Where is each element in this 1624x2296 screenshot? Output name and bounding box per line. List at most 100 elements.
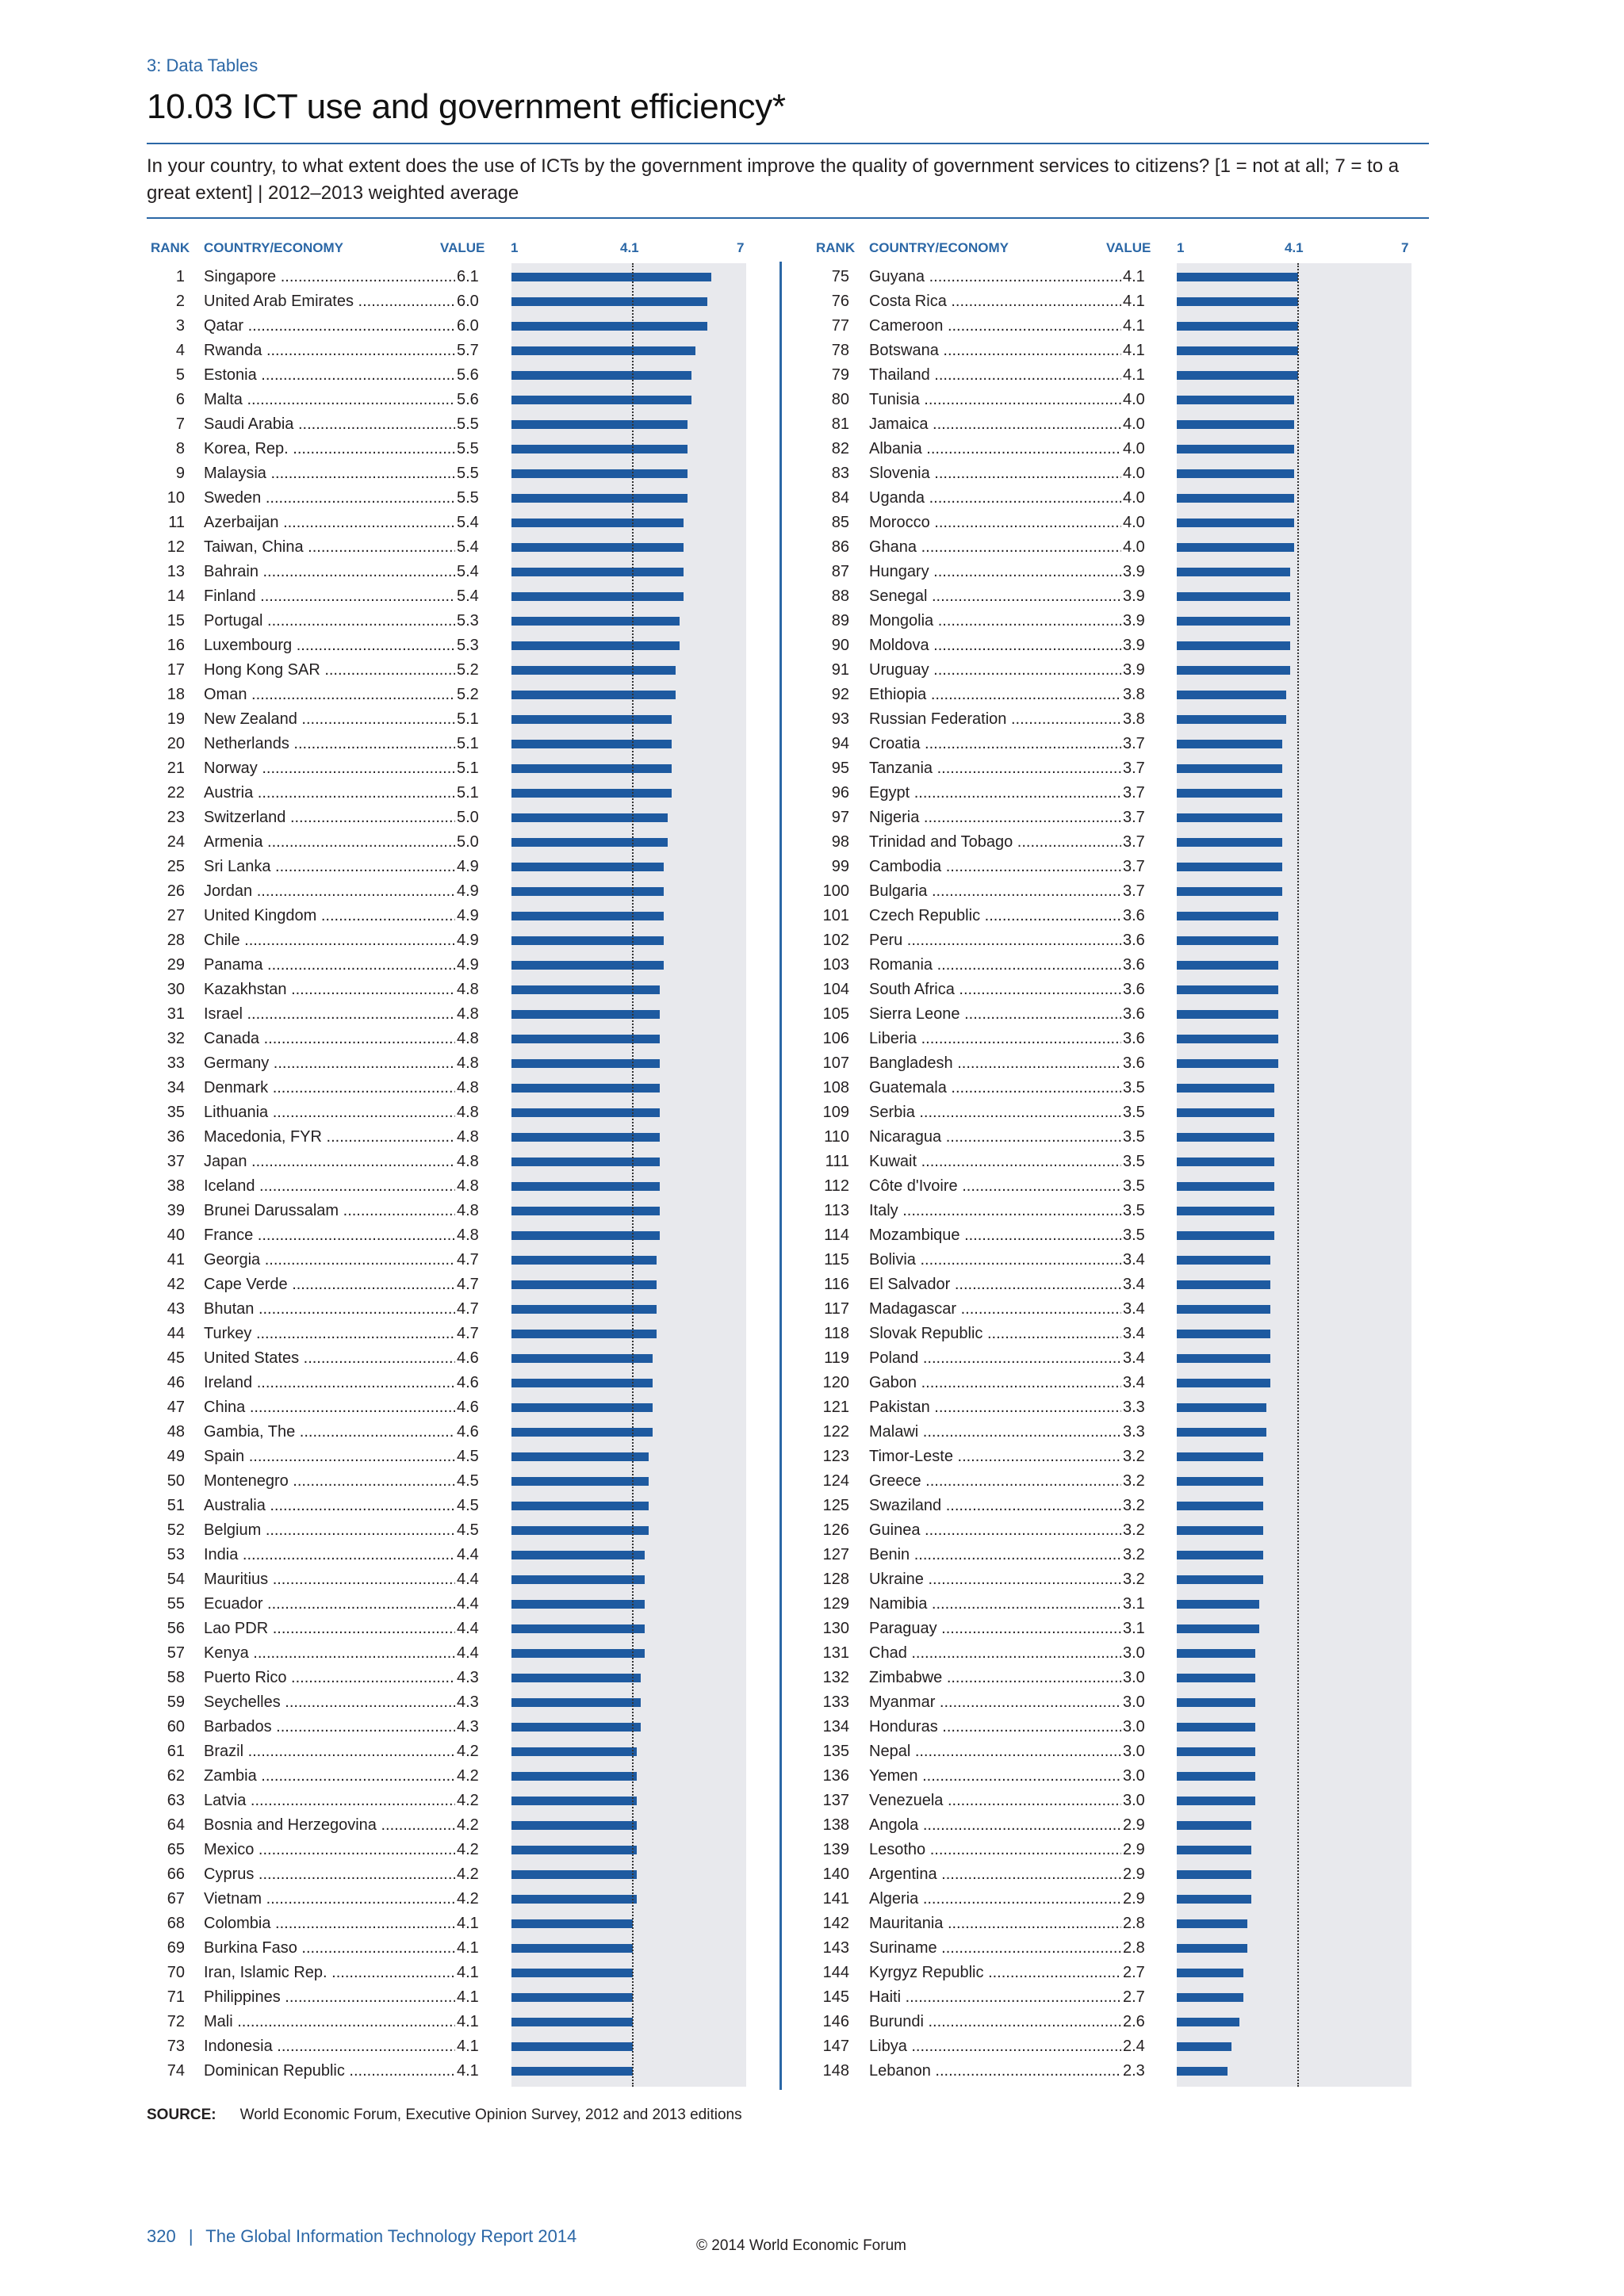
rank-cell: 2 <box>175 293 185 310</box>
value-cell: 4.6 <box>455 1420 492 1445</box>
value-cell: 4.1 <box>1121 339 1158 363</box>
country-cell: Japan <box>204 1150 455 1174</box>
table-row: 59 Seychelles4.3 <box>0 1690 1624 1715</box>
rank-cell: 33 <box>167 1054 185 1072</box>
rank-cell: 107 <box>822 1054 849 1072</box>
value-bar <box>1177 1747 1255 1756</box>
value-cell: 4.2 <box>455 1838 492 1862</box>
value-cell: 3.6 <box>1121 1051 1158 1076</box>
rank-cell: 46 <box>167 1374 185 1391</box>
rank-cell: 57 <box>167 1644 185 1662</box>
value-cell: 4.0 <box>1121 437 1158 461</box>
rank-cell: 35 <box>167 1104 185 1121</box>
country-cell: Bolivia <box>869 1248 1121 1272</box>
value-cell: 4.8 <box>455 1199 492 1223</box>
rank-cell: 75 <box>831 268 849 285</box>
value-bar <box>511 1330 657 1338</box>
country-cell: Denmark <box>204 1076 455 1100</box>
value-cell: 5.1 <box>455 781 492 806</box>
rank-cell: 137 <box>822 1792 849 1809</box>
rank-cell: 145 <box>822 1988 849 2006</box>
value-cell: 3.7 <box>1121 830 1158 855</box>
rank-cell: 32 <box>167 1030 185 1047</box>
value-cell: 3.5 <box>1121 1125 1158 1150</box>
country-cell: El Salvador <box>869 1272 1121 1297</box>
value-bar <box>511 1772 637 1781</box>
value-bar <box>511 1674 641 1682</box>
country-cell: Costa Rica <box>869 289 1121 314</box>
value-bar <box>511 617 680 626</box>
value-bar <box>1177 1502 1263 1510</box>
value-bar <box>1177 1207 1275 1215</box>
rank-cell: 80 <box>831 391 849 408</box>
table-row: 125 Swaziland3.2 <box>0 1494 1624 1518</box>
value-bar <box>1177 420 1294 429</box>
value-bar <box>1177 1895 1251 1904</box>
value-bar <box>511 1477 649 1486</box>
value-cell: 3.5 <box>1121 1100 1158 1125</box>
rank-cell: 68 <box>167 1915 185 1932</box>
value-bar <box>1177 1403 1267 1412</box>
value-cell: 4.6 <box>455 1371 492 1395</box>
value-cell: 4.3 <box>455 1690 492 1715</box>
value-cell: 5.5 <box>455 437 492 461</box>
page-footer: 320 | The Global Information Technology … <box>147 2226 576 2247</box>
rank-cell: 41 <box>167 1251 185 1269</box>
rank-cell: 49 <box>167 1448 185 1465</box>
table-row: 81 Jamaica4.0 <box>0 412 1624 437</box>
value-bar <box>1177 1452 1263 1461</box>
value-cell: 5.2 <box>455 683 492 707</box>
rank-cell: 136 <box>822 1767 849 1785</box>
country-cell: Côte d'Ivoire <box>869 1174 1121 1199</box>
value-bar <box>511 592 684 601</box>
value-cell: 4.1 <box>455 1911 492 1936</box>
country-cell: Hong Kong SAR <box>204 658 455 683</box>
table-row: 144 Kyrgyz Republic2.7 <box>0 1961 1624 1985</box>
rank-cell: 39 <box>167 1202 185 1219</box>
table-row: 14 Finland5.4 <box>0 584 1624 609</box>
value-cell: 5.0 <box>455 830 492 855</box>
table-row: 99 Cambodia3.7 <box>0 855 1624 879</box>
value-bar <box>1177 715 1287 724</box>
rank-cell: 61 <box>167 1743 185 1760</box>
table-row: 67 Vietnam4.2 <box>0 1887 1624 1911</box>
value-bar <box>1177 1010 1279 1019</box>
table-row: 101 Czech Republic3.6 <box>0 904 1624 928</box>
country-cell: Senegal <box>869 584 1121 609</box>
section-label: 3: Data Tables <box>147 55 259 75</box>
country-cell: Estonia <box>204 363 455 388</box>
value-cell: 4.9 <box>455 879 492 904</box>
rank-cell: 104 <box>822 981 849 998</box>
source-note: SOURCE: World Economic Forum, Executive O… <box>147 2107 742 2124</box>
value-bar <box>1177 985 1279 994</box>
rank-cell: 148 <box>822 2062 849 2080</box>
country-cell: Malaysia <box>204 461 455 486</box>
country-cell: Paraguay <box>869 1617 1121 1641</box>
rank-cell: 82 <box>831 440 849 457</box>
table-row: 55 Ecuador4.4 <box>0 1592 1624 1617</box>
scale-mid-left: 4.1 <box>620 240 639 255</box>
country-cell: Korea, Rep. <box>204 437 455 461</box>
scale-min-right: 1 <box>1177 240 1185 255</box>
country-cell: Latvia <box>204 1789 455 1813</box>
country-cell: Mongolia <box>869 609 1121 633</box>
country-cell: Taiwan, China <box>204 535 455 560</box>
country-cell: Zambia <box>204 1764 455 1789</box>
value-cell: 3.7 <box>1121 781 1158 806</box>
table-row: 38 Iceland4.8 <box>0 1174 1624 1199</box>
country-cell: Mauritius <box>204 1567 455 1592</box>
value-cell: 4.5 <box>455 1518 492 1543</box>
table-row: 102 Peru3.6 <box>0 928 1624 953</box>
table-row: 96 Egypt3.7 <box>0 781 1624 806</box>
value-cell: 4.1 <box>455 1936 492 1961</box>
value-cell: 5.5 <box>455 412 492 437</box>
value-cell: 2.6 <box>1121 2010 1158 2034</box>
rank-cell: 26 <box>167 882 185 900</box>
table-row: 4 Rwanda5.7 <box>0 339 1624 363</box>
rank-cell: 14 <box>167 587 185 605</box>
country-cell: Pakistan <box>869 1395 1121 1420</box>
country-cell: Puerto Rico <box>204 1666 455 1690</box>
country-cell: Kazakhstan <box>204 978 455 1002</box>
value-bar <box>1177 1084 1275 1093</box>
country-cell: Cyprus <box>204 1862 455 1887</box>
